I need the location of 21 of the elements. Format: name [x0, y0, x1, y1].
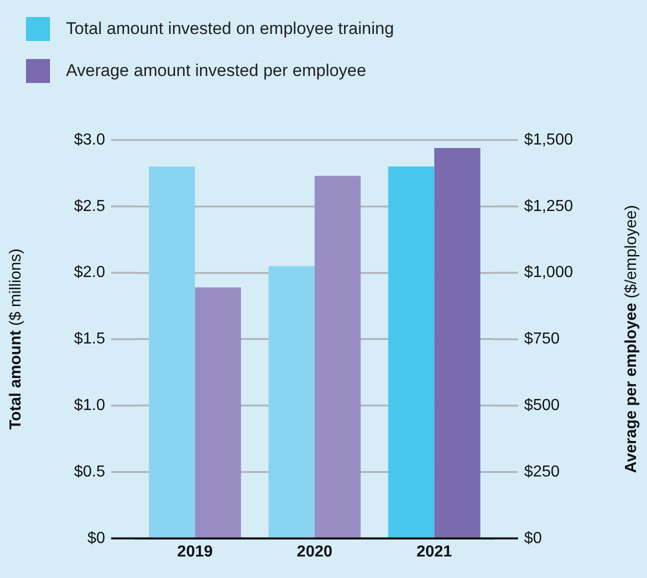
y-tick-label: $0.5	[74, 463, 106, 480]
x-tick-label: 2019	[177, 543, 213, 560]
y-tick-label: $1.5	[74, 330, 106, 348]
y2-tick-label: $500	[524, 397, 560, 414]
y-tick-label: $0	[87, 530, 106, 547]
y-tick-label: $1.0	[74, 397, 106, 414]
legend-label: Average amount invested per employee	[65, 60, 368, 82]
x-tick-label: 2020	[296, 543, 332, 560]
y2-tick-label: $1,000	[524, 264, 574, 282]
y-tick-label: $2.5	[74, 198, 106, 215]
y2-tick-label: $750	[524, 330, 560, 348]
y2-tick-label: $0	[524, 530, 542, 547]
y2-axis-title: Average per employee ($/employee)	[622, 205, 641, 474]
y2-tick-label: $1,250	[524, 198, 574, 215]
legend-label: Total amount invested on employee training	[65, 18, 394, 40]
y-tick-label: $3.0	[74, 131, 106, 148]
x-tick-label: 2021	[416, 543, 452, 560]
y-tick-label: $2.0	[74, 264, 106, 282]
y2-tick-label: $250	[524, 463, 560, 480]
y2-tick-label: $1,500	[524, 131, 574, 148]
y-axis-title: Total amount ($ millions)	[7, 248, 26, 430]
